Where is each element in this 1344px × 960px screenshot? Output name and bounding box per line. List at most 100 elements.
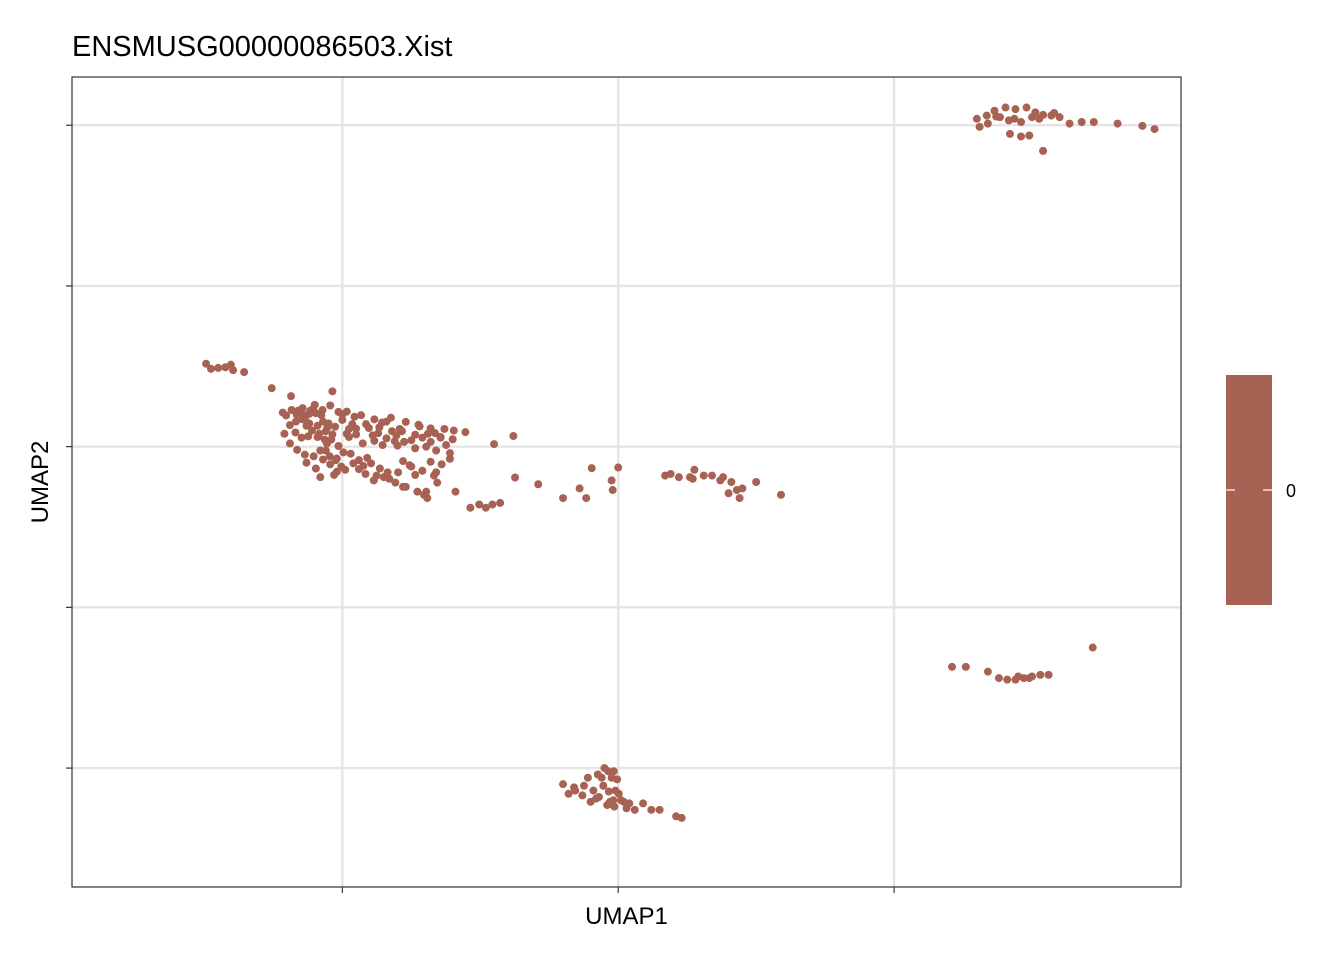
data-point xyxy=(316,473,325,482)
data-point xyxy=(609,767,618,776)
data-point xyxy=(369,476,378,485)
data-point xyxy=(992,112,1001,121)
data-point xyxy=(202,359,211,368)
data-point xyxy=(229,366,238,375)
chart-title: ENSMUSG00000086503.Xist xyxy=(72,31,452,63)
data-point xyxy=(378,418,387,427)
data-point xyxy=(378,441,387,450)
data-point xyxy=(580,781,589,790)
data-point xyxy=(688,474,697,483)
data-point xyxy=(674,473,683,482)
data-point xyxy=(608,486,617,495)
data-point xyxy=(1036,670,1045,679)
gridlines xyxy=(72,77,1181,887)
data-point xyxy=(732,486,741,495)
data-point xyxy=(437,460,446,469)
data-point xyxy=(291,428,300,437)
data-point xyxy=(331,456,340,465)
data-point xyxy=(461,428,470,437)
plot-panel xyxy=(66,76,1182,893)
data-point xyxy=(325,452,334,461)
data-point xyxy=(961,662,970,671)
data-point xyxy=(440,424,449,433)
data-point xyxy=(575,484,584,493)
data-point xyxy=(379,473,388,482)
data-point xyxy=(240,368,249,377)
data-point xyxy=(1022,103,1031,112)
data-point xyxy=(326,401,335,410)
data-point xyxy=(975,122,984,131)
data-point xyxy=(481,503,490,512)
data-point xyxy=(348,420,357,429)
data-point xyxy=(321,446,330,455)
data-point xyxy=(364,424,373,432)
data-point xyxy=(361,469,370,478)
data-point xyxy=(488,500,497,509)
data-point xyxy=(310,400,319,409)
data-point xyxy=(338,415,347,424)
data-point xyxy=(630,805,639,814)
data-point xyxy=(1001,103,1010,112)
data-point xyxy=(370,415,379,424)
data-point xyxy=(449,426,458,435)
data-point xyxy=(418,433,427,442)
data-point xyxy=(613,775,622,784)
data-point xyxy=(400,437,409,446)
data-point xyxy=(330,470,339,479)
data-point xyxy=(1031,108,1040,117)
data-point xyxy=(399,457,408,466)
data-point xyxy=(395,424,404,433)
data-point xyxy=(382,434,391,443)
data-point xyxy=(616,796,625,805)
data-point xyxy=(1025,674,1034,683)
data-point xyxy=(418,466,427,475)
data-point xyxy=(423,494,432,503)
data-point xyxy=(287,392,296,401)
data-point xyxy=(316,446,325,455)
data-point xyxy=(1003,675,1012,684)
data-point xyxy=(285,421,294,430)
data-point xyxy=(315,429,324,438)
data-point xyxy=(509,432,518,441)
data-point xyxy=(282,411,291,420)
data-point xyxy=(1150,125,1159,134)
data-point xyxy=(578,791,587,800)
data-point xyxy=(294,406,303,415)
data-point xyxy=(442,441,451,450)
data-point xyxy=(1025,131,1034,140)
data-point xyxy=(280,429,289,438)
data-point xyxy=(1011,105,1020,114)
data-point xyxy=(331,422,340,431)
data-point xyxy=(639,799,648,808)
data-point xyxy=(1035,114,1044,123)
data-point xyxy=(267,384,276,393)
data-point xyxy=(302,458,311,467)
data-point xyxy=(1088,643,1097,652)
data-point xyxy=(339,448,348,457)
data-point xyxy=(401,417,410,426)
color-legend: 0 xyxy=(1226,375,1296,605)
data-point xyxy=(352,430,361,439)
x-axis-label: UMAP1 xyxy=(585,903,668,930)
data-point xyxy=(431,429,440,438)
data-point xyxy=(605,797,614,806)
data-point xyxy=(341,465,350,474)
data-point xyxy=(214,363,223,372)
data-point xyxy=(983,667,992,676)
data-point xyxy=(724,489,733,498)
data-point xyxy=(583,773,592,782)
data-point xyxy=(311,464,320,473)
data-point xyxy=(309,452,318,461)
data-point xyxy=(375,464,384,473)
data-point xyxy=(392,431,401,440)
data-point xyxy=(350,412,359,421)
data-point xyxy=(426,457,435,466)
data-point xyxy=(328,430,337,439)
data-point xyxy=(752,478,761,486)
data-point xyxy=(511,473,520,482)
data-point xyxy=(699,471,708,480)
data-point xyxy=(1044,670,1053,679)
data-point xyxy=(582,494,591,503)
data-point xyxy=(349,459,358,468)
